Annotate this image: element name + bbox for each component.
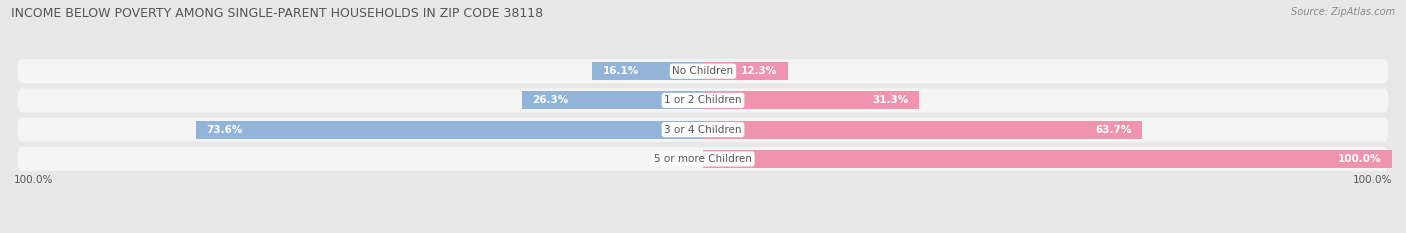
Text: 16.1%: 16.1% xyxy=(602,66,638,76)
Text: 100.0%: 100.0% xyxy=(1339,154,1382,164)
FancyBboxPatch shape xyxy=(17,147,1389,171)
Text: 100.0%: 100.0% xyxy=(1353,175,1392,185)
Text: 31.3%: 31.3% xyxy=(872,96,908,105)
Bar xyxy=(195,121,703,139)
Bar xyxy=(703,150,1392,168)
Text: Source: ZipAtlas.com: Source: ZipAtlas.com xyxy=(1291,7,1395,17)
Bar xyxy=(703,62,787,80)
Text: 3 or 4 Children: 3 or 4 Children xyxy=(664,125,742,135)
Bar xyxy=(522,91,703,110)
Text: 100.0%: 100.0% xyxy=(14,175,53,185)
FancyBboxPatch shape xyxy=(17,89,1389,112)
Text: 12.3%: 12.3% xyxy=(741,66,778,76)
Text: 63.7%: 63.7% xyxy=(1095,125,1132,135)
Text: 1 or 2 Children: 1 or 2 Children xyxy=(664,96,742,105)
Bar xyxy=(703,121,1142,139)
Text: No Children: No Children xyxy=(672,66,734,76)
Text: INCOME BELOW POVERTY AMONG SINGLE-PARENT HOUSEHOLDS IN ZIP CODE 38118: INCOME BELOW POVERTY AMONG SINGLE-PARENT… xyxy=(11,7,543,20)
Text: 73.6%: 73.6% xyxy=(207,125,243,135)
Text: 5 or more Children: 5 or more Children xyxy=(654,154,752,164)
FancyBboxPatch shape xyxy=(17,118,1389,142)
Bar xyxy=(703,91,918,110)
Text: 0.0%: 0.0% xyxy=(666,154,693,164)
Bar xyxy=(592,62,703,80)
Text: 26.3%: 26.3% xyxy=(531,96,568,105)
FancyBboxPatch shape xyxy=(17,59,1389,83)
